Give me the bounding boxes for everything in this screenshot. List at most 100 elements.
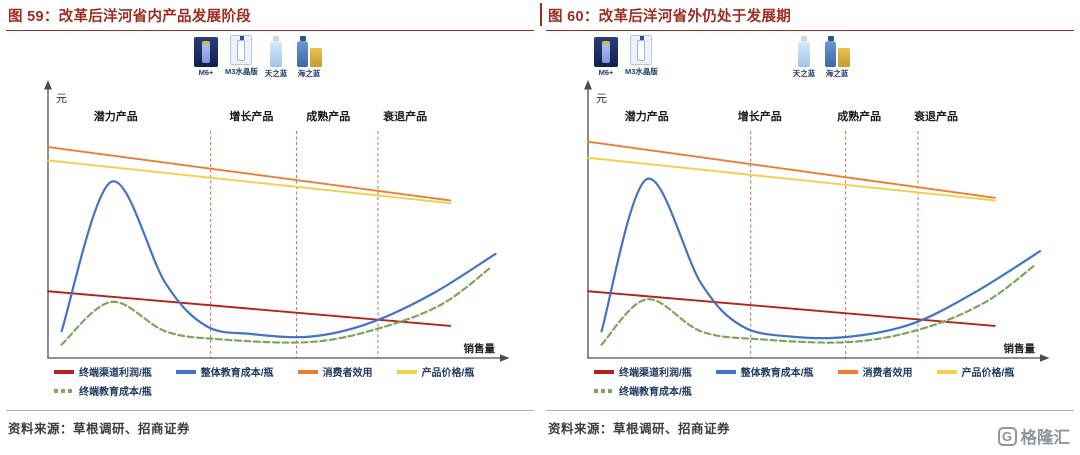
product-bottle-icon <box>296 35 322 67</box>
stage-label: 成熟产品 <box>837 109 881 123</box>
product-tian: 天之蓝 <box>790 35 818 79</box>
y-axis-label: 元 <box>596 93 607 105</box>
product-bottle-shape <box>637 35 646 61</box>
legend-item-terminal-education-cost: 终端教育成本/瓶 <box>594 383 692 398</box>
legend-label: 终端教育成本/瓶 <box>79 387 152 398</box>
legend-label: 终端教育成本/瓶 <box>619 387 692 398</box>
legend-item-product-price: 产品价格/瓶 <box>396 364 474 379</box>
series-line-consumer-utility <box>587 140 996 199</box>
series-line-overall-education-cost <box>600 177 1042 340</box>
legend-swatch-consumer-utility <box>837 369 858 374</box>
legend-label: 产品价格/瓶 <box>961 368 1015 379</box>
legend-item-retail-channel-profit: 终端渠道利润/瓶 <box>594 364 692 379</box>
source-text: 资料来源：草根调研、招商证券 <box>8 422 191 436</box>
gelonghui-logo-icon: G <box>997 426 1017 446</box>
series-line-retail-channel-profit <box>47 290 452 327</box>
legend-swatch-overall-education-cost <box>715 369 736 374</box>
product-label: M6+ <box>198 68 214 77</box>
product-group: M6+ M3水晶版 <box>592 35 658 77</box>
legend-row: 终端渠道利润/瓶 整体教育成本/瓶 消费者效用 产品价格/瓶 <box>594 364 1080 379</box>
product-bottle-icon <box>630 35 653 65</box>
product-label: M3水晶版 <box>225 67 258 76</box>
legend-item-product-price: 产品价格/瓶 <box>936 364 1015 379</box>
series-line-terminal-education-cost <box>60 266 493 346</box>
product-bottle-icon <box>824 35 850 67</box>
figure-59-product-images: M6+ M3水晶版 天之蓝 海之蓝 <box>0 31 540 101</box>
legend-label: 终端渠道利润/瓶 <box>619 368 692 379</box>
x-axis-label: 销售量 <box>464 342 496 355</box>
product-label: 海之蓝 <box>825 69 849 78</box>
legend-item-retail-channel-profit: 终端渠道利润/瓶 <box>54 364 152 379</box>
stage-label: 潜力产品 <box>94 109 138 123</box>
series-line-product-price <box>587 156 996 202</box>
legend-swatch-terminal-education-cost <box>594 388 614 393</box>
figure-59-title: 图 59：改革后洋河省内产品发展阶段 <box>6 0 534 31</box>
product-label: M3水晶版 <box>625 67 658 76</box>
figure-title-text: 图 60：改革后洋河省外仍处于发展期 <box>548 9 792 25</box>
stage-label: 增长产品 <box>229 109 273 123</box>
product-bottle-icon <box>230 35 253 65</box>
product-tian: 天之蓝 <box>262 35 290 79</box>
product-label: 天之蓝 <box>264 69 288 78</box>
gelonghui-watermark: G 格隆汇 <box>997 424 1071 448</box>
figure-60-title: 图 60：改革后洋河省外仍处于发展期 <box>546 0 1074 31</box>
legend-swatch-retail-channel-profit <box>54 369 74 374</box>
product-m6: M6+ <box>192 37 220 77</box>
legend-item-consumer-utility: 消费者效用 <box>297 364 373 379</box>
series-line-consumer-utility <box>47 146 452 202</box>
product-bottle-icon <box>796 35 812 67</box>
figure-59-chart-area: M6+ M3水晶版 天之蓝 海之蓝 元销售量 潜力产品 增长产品 成熟产品 衰退产品 <box>0 31 540 362</box>
product-label: 天之蓝 <box>792 69 816 78</box>
figure-59-panel: 图 59：改革后洋河省内产品发展阶段 M6+ M3水晶版 天之蓝 海之蓝 元销售量 潜力… <box>0 0 540 437</box>
legend-item-consumer-utility: 消费者效用 <box>837 364 913 379</box>
figure-60-source: 资料来源：草根调研、招商证券 <box>546 410 1074 437</box>
product-m3: M3水晶版 <box>225 35 258 77</box>
product-bottle-shape <box>798 36 810 67</box>
stage-label: 潜力产品 <box>625 109 669 123</box>
product-m6: M6+ <box>592 37 620 77</box>
series-line-overall-education-cost <box>60 180 497 339</box>
legend-label: 整体教育成本/瓶 <box>200 368 274 379</box>
y-axis-arrow <box>584 80 592 90</box>
legend-item-overall-education-cost: 整体教育成本/瓶 <box>175 364 274 379</box>
legend-row: 终端教育成本/瓶 <box>594 383 1080 398</box>
product-hai: 海之蓝 <box>823 35 851 79</box>
product-label: 海之蓝 <box>297 69 321 78</box>
legend-label: 消费者效用 <box>862 368 913 379</box>
product-bottle-shape <box>270 36 282 67</box>
stage-label: 成熟产品 <box>306 109 350 123</box>
product-group: 天之蓝 海之蓝 <box>790 35 851 79</box>
legend-swatch-product-price <box>936 369 957 374</box>
figure-59-source: 资料来源：草根调研、招商证券 <box>6 410 534 437</box>
stage-label: 增长产品 <box>738 109 782 123</box>
y-axis-arrow <box>44 80 52 90</box>
legend-label: 整体教育成本/瓶 <box>740 368 814 379</box>
figure-60-chart-area: M6+ M3水晶版 天之蓝 海之蓝 元销售量 潜力产品 增长产品 成熟产品 衰退产品 <box>540 31 1080 362</box>
series-line-product-price <box>47 159 452 205</box>
stage-label: 衰退产品 <box>382 109 427 123</box>
legend-item-overall-education-cost: 整体教育成本/瓶 <box>715 364 814 379</box>
x-axis-arrow <box>500 354 510 362</box>
figure-60-product-images: M6+ M3水晶版 天之蓝 海之蓝 <box>540 31 1080 101</box>
legend-row: 终端渠道利润/瓶 整体教育成本/瓶 消费者效用 产品价格/瓶 <box>54 364 540 379</box>
x-axis-arrow <box>1040 354 1050 362</box>
legend-row: 终端教育成本/瓶 <box>54 383 540 398</box>
figure-title-text: 图 59：改革后洋河省内产品发展阶段 <box>8 9 252 25</box>
gelonghui-logo-text: 格隆汇 <box>1020 429 1071 447</box>
product-bottle-shape <box>825 36 836 67</box>
legend-label: 终端渠道利润/瓶 <box>79 368 152 379</box>
product-bottle-shape <box>237 35 246 61</box>
legend-label: 消费者效用 <box>322 368 373 379</box>
product-m3: M3水晶版 <box>625 35 658 77</box>
figure-59-legend: 终端渠道利润/瓶 整体教育成本/瓶 消费者效用 产品价格/瓶终端教育成本/瓶 <box>54 364 540 398</box>
source-text: 资料来源：草根调研、招商证券 <box>548 422 731 436</box>
legend-swatch-terminal-education-cost <box>54 388 74 393</box>
product-group: 天之蓝 海之蓝 <box>262 35 323 79</box>
x-axis-label: 销售量 <box>1004 342 1036 355</box>
figure-60-panel: 图 60：改革后洋河省外仍处于发展期 M6+ M3水晶版 天之蓝 海之蓝 元销售量 潜力… <box>540 0 1080 455</box>
y-axis-label: 元 <box>56 93 67 105</box>
product-label: M6+ <box>598 68 614 77</box>
